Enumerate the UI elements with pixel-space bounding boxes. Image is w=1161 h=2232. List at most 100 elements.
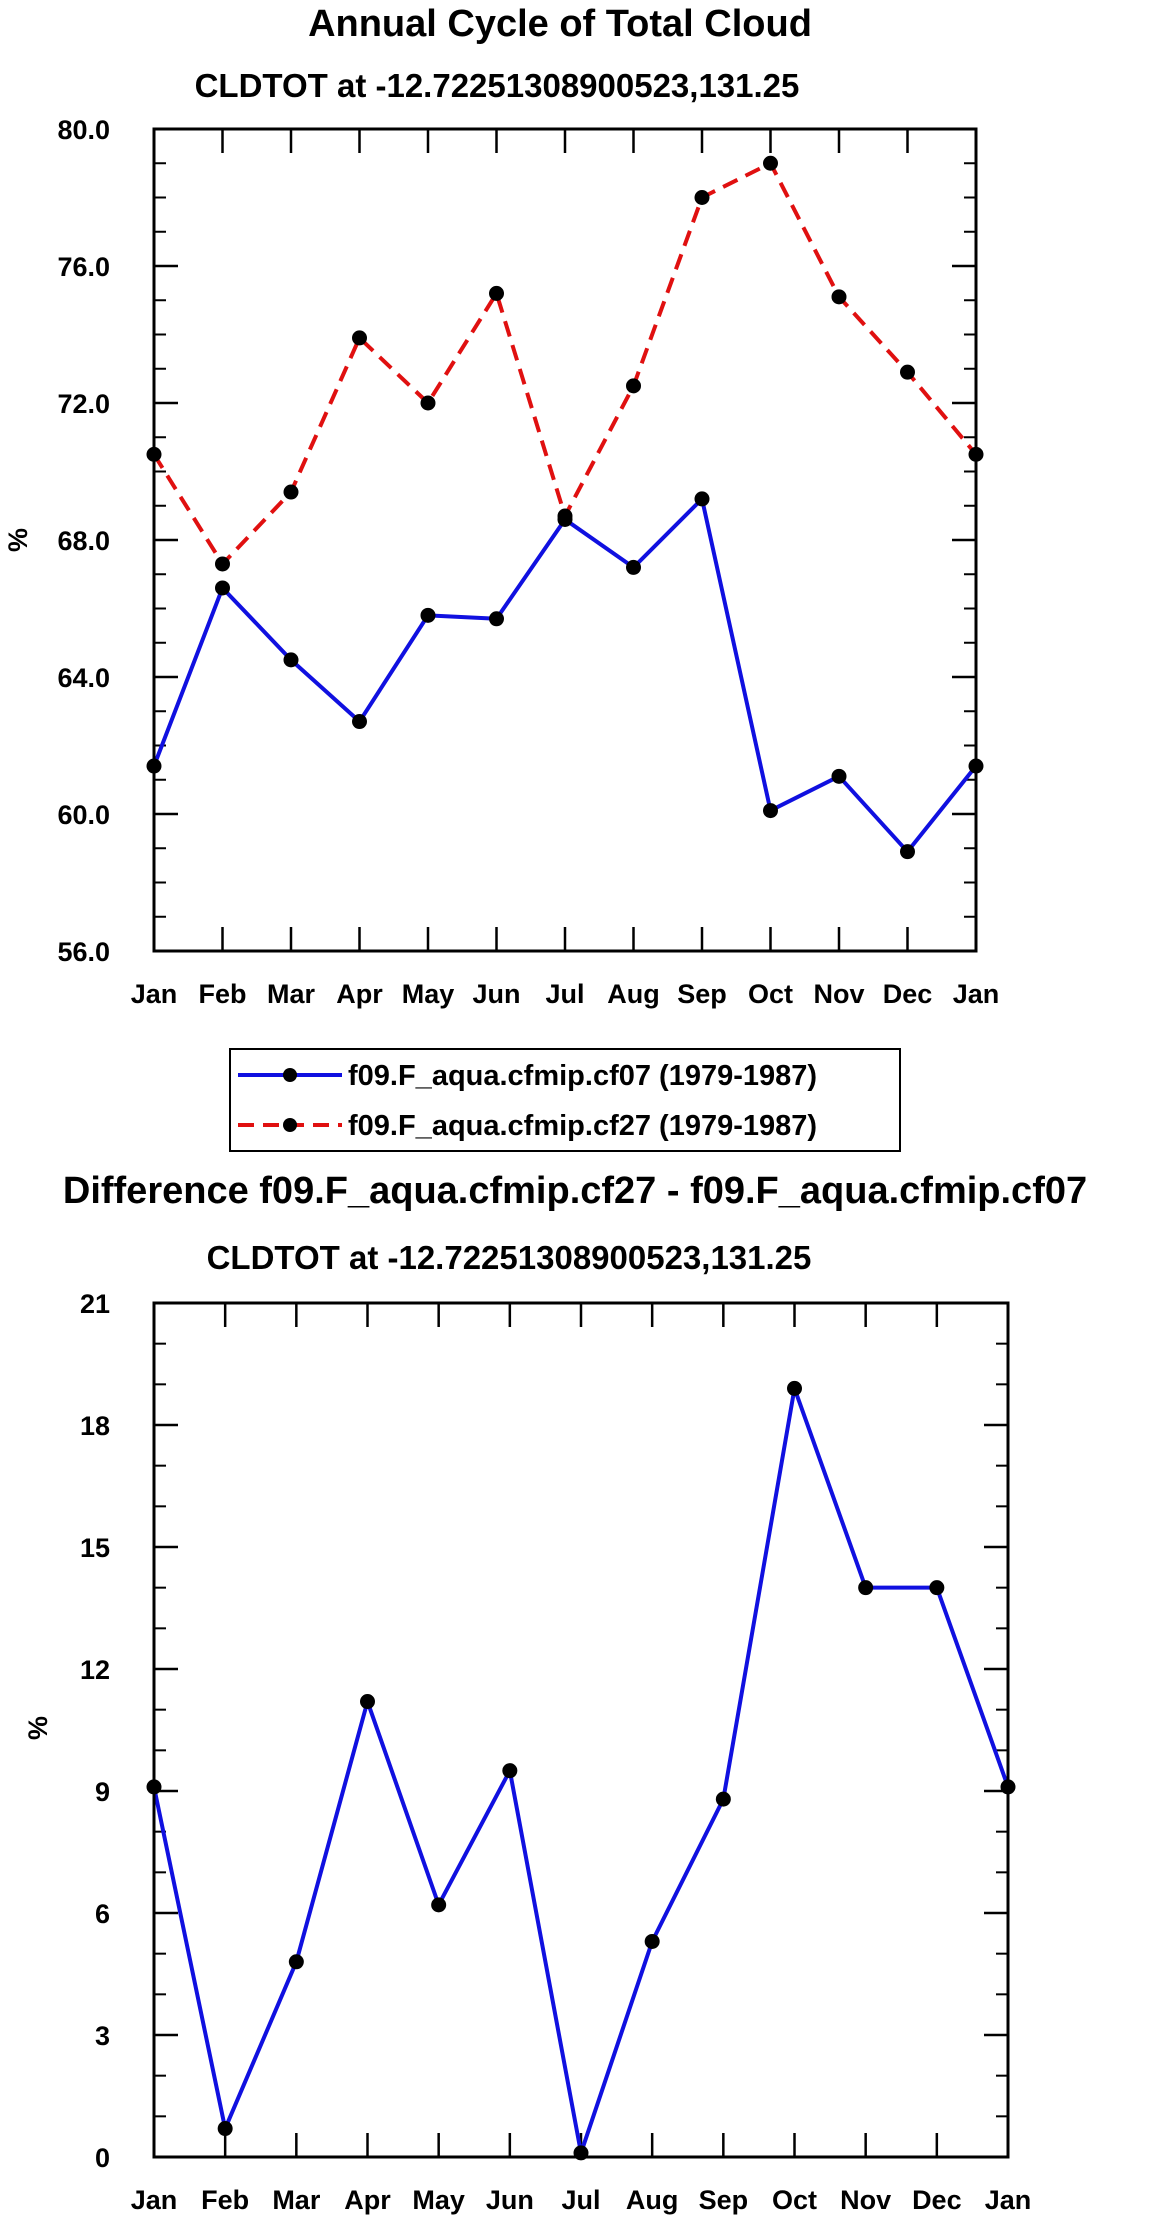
x-tick-label: May <box>402 979 455 1009</box>
series-0-point <box>626 559 641 575</box>
x-tick-label: Mar <box>272 2185 321 2215</box>
x-tick-label: Jul <box>561 2185 600 2215</box>
series-1-point <box>763 155 778 171</box>
series-1-point <box>694 190 710 205</box>
y-tick-label: 64.0 <box>57 663 110 693</box>
legend-marker-cf27 <box>283 1118 297 1132</box>
series-1-point <box>352 330 367 346</box>
y-tick-label: 68.0 <box>57 526 110 556</box>
y-tick-label: 56.0 <box>57 937 110 967</box>
x-tick-label: Aug <box>626 2185 678 2215</box>
y-axis-label: % <box>23 1716 53 1740</box>
y-tick-label: 12 <box>80 1655 110 1685</box>
series-0-point <box>431 1897 447 1913</box>
series-1-point <box>215 556 230 572</box>
y-tick-label: 15 <box>80 1533 110 1563</box>
series-1-point <box>900 364 915 380</box>
y-tick-label: 3 <box>95 2021 110 2051</box>
series-line-1 <box>152 161 978 566</box>
y-tick-label: 6 <box>95 1899 110 1929</box>
x-tick-label: Mar <box>267 979 316 1009</box>
chart-subtitle: CLDTOT at -12.72251308900523,131.25 <box>207 1239 812 1276</box>
series-layer <box>146 1380 1016 2161</box>
x-tick-label: Apr <box>336 979 383 1009</box>
x-tick-label: Nov <box>840 2185 891 2215</box>
x-tick-label: May <box>412 2185 465 2215</box>
series-1-point <box>626 378 641 394</box>
x-tick-label: Jan <box>985 2185 1032 2215</box>
y-tick-labels: 56.0 60.0 64.0 68.0 72.0 76.0 80.0 <box>57 115 110 967</box>
legend-label-cf27: f09.F_aqua.cfmip.cf27 (1979-1987) <box>348 1110 817 1142</box>
legend-label-cf07: f09.F_aqua.cfmip.cf07 (1979-1987) <box>348 1060 817 1092</box>
series-0-point <box>900 844 915 860</box>
axis-ticks <box>152 127 978 953</box>
y-tick-label: 9 <box>95 1777 110 1807</box>
x-tick-label: Jan <box>953 979 1000 1009</box>
series-layer <box>146 155 984 860</box>
chart-subtitle: CLDTOT at -12.72251308900523,131.25 <box>195 67 800 104</box>
series-0-point <box>283 652 299 668</box>
x-tick-label: Jun <box>486 2185 534 2215</box>
y-axis-label: % <box>3 528 33 552</box>
x-tick-label: Jan <box>131 979 178 1009</box>
y-tick-label: 76.0 <box>57 252 110 282</box>
annual-cycle-panel: Annual Cycle of Total Cloud CLDTOT at -1… <box>3 3 999 1009</box>
series-0-point <box>360 1694 375 1710</box>
x-tick-label: Nov <box>813 979 864 1009</box>
x-tick-label: Aug <box>607 979 659 1009</box>
series-0-point <box>352 714 367 730</box>
x-tick-label: Apr <box>344 2185 391 2215</box>
y-tick-label: 80.0 <box>57 115 110 145</box>
series-1-point <box>489 285 504 301</box>
series-0-point <box>715 1791 731 1807</box>
x-tick-label: Feb <box>198 979 246 1009</box>
legend-box <box>229 1048 901 1152</box>
y-tick-label: 18 <box>80 1411 110 1441</box>
series-line-0 <box>152 496 978 854</box>
x-tick-label: Feb <box>201 2185 249 2215</box>
series-0-point <box>831 768 847 784</box>
difference-panel: Difference f09.F_aqua.cfmip.cf27 - f09.F… <box>23 1170 1087 2215</box>
series-0-point <box>694 491 710 507</box>
series-0-point <box>215 580 230 596</box>
series-0-point <box>929 1580 945 1596</box>
series-0-point <box>763 803 778 819</box>
series-0-point <box>217 2121 233 2137</box>
x-tick-labels: Jan Feb Mar Apr May Jun Jul Aug Sep Oct Nov Dec Jan <box>131 2185 1032 2215</box>
y-tick-label: 72.0 <box>57 389 110 419</box>
series-0-point <box>858 1580 874 1596</box>
x-tick-label: Jan <box>131 2185 178 2215</box>
x-tick-label: Jun <box>472 979 520 1009</box>
x-tick-label: Dec <box>883 979 933 1009</box>
series-1-point <box>283 484 299 500</box>
x-tick-label: Sep <box>677 979 727 1009</box>
series-0-point <box>644 1933 660 1949</box>
series-line-0 <box>152 1386 1010 2155</box>
series-1-point <box>557 508 573 524</box>
x-tick-label: Sep <box>699 2185 749 2215</box>
series-1-point <box>831 289 847 305</box>
legend-marker-cf07 <box>283 1068 297 1082</box>
x-tick-label: Oct <box>748 979 793 1009</box>
chart-title: Annual Cycle of Total Cloud <box>308 3 812 45</box>
plot-frame <box>152 1301 1010 2159</box>
axis-ticks <box>152 1301 1010 2159</box>
legend: f09.F_aqua.cfmip.cf07 (1979-1987) f09.F_… <box>229 1048 901 1152</box>
x-tick-label: Jul <box>545 979 584 1009</box>
y-tick-label: 0 <box>95 2143 110 2173</box>
y-tick-labels: 0 3 6 9 12 15 18 21 <box>80 1289 110 2173</box>
series-1-point <box>420 395 436 411</box>
x-tick-labels: Jan Feb Mar Apr May Jun Jul Aug Sep Oct Nov Dec Jan <box>131 979 1000 1009</box>
y-tick-label: 21 <box>80 1289 110 1319</box>
x-tick-label: Dec <box>912 2185 962 2215</box>
series-0-point <box>787 1380 802 1396</box>
series-0-point <box>288 1954 304 1970</box>
series-0-point <box>489 611 504 627</box>
x-tick-label: Oct <box>772 2185 817 2215</box>
series-0-point <box>502 1763 518 1779</box>
y-tick-label: 60.0 <box>57 800 110 830</box>
chart-title: Difference f09.F_aqua.cfmip.cf27 - f09.F… <box>63 1170 1087 1212</box>
plot-frame <box>152 127 978 953</box>
series-0-point <box>420 607 436 623</box>
